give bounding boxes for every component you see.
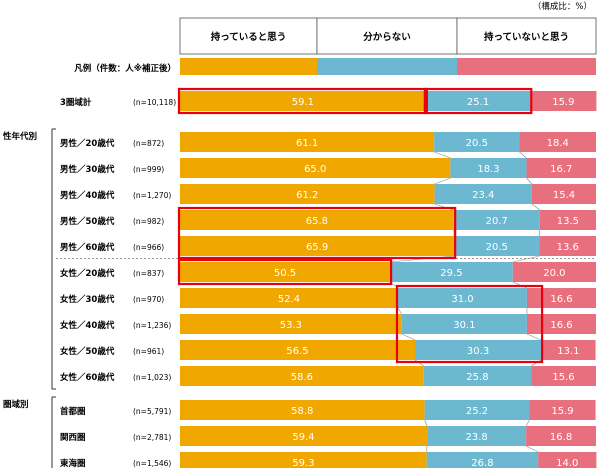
row-n-8: (n=970) xyxy=(133,295,164,304)
row-n-3: (n=999) xyxy=(133,165,164,174)
bar-value-r4-s1: 61.2 xyxy=(296,190,318,201)
legend-header-label-3: 持っていないと思う xyxy=(484,31,569,43)
bar-value-r2-s1: 61.1 xyxy=(296,138,318,149)
bar-value-r3-s2: 18.3 xyxy=(477,164,499,175)
bar-value-r2-s2: 20.5 xyxy=(466,138,488,149)
row-label-11: 女性／60歳代 xyxy=(60,372,115,383)
bar-value-r9-s2: 30.1 xyxy=(453,320,475,331)
bar-value-r6-s1: 65.9 xyxy=(306,242,328,253)
row-label-5: 男性／50歳代 xyxy=(60,216,115,227)
group-label-1: 性年代別 xyxy=(3,131,37,142)
connector-r12-b1 xyxy=(425,420,427,426)
bar-value-r1-s2: 25.1 xyxy=(467,97,489,108)
row-label-2: 男性／20歳代 xyxy=(60,138,115,149)
bar-value-r10-s3: 13.1 xyxy=(557,346,579,357)
bar-value-r4-s3: 15.4 xyxy=(553,190,575,201)
bar-value-r13-s2: 23.8 xyxy=(465,432,487,443)
row-label-7: 女性／20歳代 xyxy=(60,268,115,279)
bar-value-r5-s3: 13.5 xyxy=(557,216,579,227)
connector-r13-b2 xyxy=(526,446,538,452)
bar-value-r7-s1: 50.5 xyxy=(274,268,296,279)
bar-value-r13-s1: 59.4 xyxy=(292,432,314,443)
bar-value-r5-s2: 20.7 xyxy=(486,216,508,227)
row-n-5: (n=982) xyxy=(133,217,164,226)
row-n-10: (n=961) xyxy=(133,347,164,356)
bar-value-r3-s1: 65.0 xyxy=(304,164,326,175)
row-label-6: 男性／60歳代 xyxy=(60,242,115,253)
connector-r2-b2 xyxy=(519,152,526,158)
connector-r6-b2 xyxy=(513,256,540,262)
legend-swatch-3 xyxy=(457,58,596,75)
bar-value-r8-s1: 52.4 xyxy=(278,294,300,305)
connector-r2-b1 xyxy=(434,152,450,158)
row-label-13: 関西圏 xyxy=(60,432,86,443)
legend-header-label-2: 分からない xyxy=(363,31,411,43)
bar-value-r6-s3: 13.6 xyxy=(557,242,579,253)
row-n-14: (n=1,546) xyxy=(133,459,171,468)
connector-r12-b2 xyxy=(526,420,529,426)
legend-label: 凡例（件数：人※補正後） xyxy=(74,63,176,74)
row-n-12: (n=5,791) xyxy=(133,407,171,416)
bar-value-r13-s3: 16.8 xyxy=(550,432,572,443)
bar-value-r7-s3: 20.0 xyxy=(543,268,565,279)
bar-value-r12-s1: 58.8 xyxy=(291,406,313,417)
row-label-3: 男性／30歳代 xyxy=(60,164,115,175)
row-label-10: 女性／50歳代 xyxy=(60,346,115,357)
bar-value-r11-s2: 25.8 xyxy=(466,372,488,383)
row-n-13: (n=2,781) xyxy=(133,433,171,442)
row-n-11: (n=1,023) xyxy=(133,373,171,382)
bar-value-r4-s2: 23.4 xyxy=(472,190,494,201)
bar-value-r9-s1: 53.3 xyxy=(280,320,302,331)
bar-value-r3-s3: 16.7 xyxy=(550,164,572,175)
bar-value-r8-s3: 16.6 xyxy=(550,294,572,305)
connector-r3-b2 xyxy=(527,178,532,184)
bar-value-r7-s2: 29.5 xyxy=(440,268,462,279)
connector-r4-b2 xyxy=(532,204,540,210)
bar-value-r9-s3: 16.6 xyxy=(550,320,572,331)
bar-value-r14-s3: 14.0 xyxy=(556,458,578,468)
row-label-8: 女性／30歳代 xyxy=(60,294,115,305)
row-label-12: 首都圏 xyxy=(60,406,86,417)
row-n-6: (n=966) xyxy=(133,243,164,252)
legend-swatch-2 xyxy=(317,58,457,75)
legend-swatch-1 xyxy=(180,58,317,75)
row-label-9: 女性／40歳代 xyxy=(60,320,115,331)
bar-value-r5-s1: 65.8 xyxy=(306,216,328,227)
bar-value-r10-s1: 56.5 xyxy=(286,346,308,357)
legend-header-label-1: 持っていると思う xyxy=(211,31,287,43)
row-label-14: 東海圏 xyxy=(60,458,86,468)
row-n-1: (n=10,118) xyxy=(133,98,176,107)
bar-value-r6-s2: 20.5 xyxy=(486,242,508,253)
bar-value-r11-s3: 15.6 xyxy=(552,372,574,383)
row-label-4: 男性／40歳代 xyxy=(60,190,115,201)
connector-r8-b1 xyxy=(398,308,402,314)
bar-value-r8-s2: 31.0 xyxy=(451,294,473,305)
row-label-1: 3圏域計 xyxy=(60,97,92,108)
connector-r3-b1 xyxy=(435,178,451,184)
group-label-2: 圏域別 xyxy=(3,399,29,410)
unit-note: （構成比：%） xyxy=(533,1,592,12)
row-n-2: (n=872) xyxy=(133,139,164,148)
connector-r9-b1 xyxy=(402,334,415,340)
row-n-7: (n=837) xyxy=(133,269,164,278)
connector-r9-b2 xyxy=(527,334,541,340)
bar-value-r1-s3: 15.9 xyxy=(552,97,574,108)
row-n-4: (n=1,270) xyxy=(133,191,171,200)
bar-value-r14-s1: 59.3 xyxy=(292,458,314,468)
bar-value-r12-s2: 25.2 xyxy=(466,406,488,417)
bar-value-r11-s1: 58.6 xyxy=(291,372,313,383)
bar-value-r14-s2: 26.8 xyxy=(471,458,493,468)
bar-value-r12-s3: 15.9 xyxy=(551,406,573,417)
row-n-9: (n=1,236) xyxy=(133,321,171,330)
bar-value-r2-s3: 18.4 xyxy=(547,138,569,149)
bar-value-r1-s1: 59.1 xyxy=(292,97,314,108)
bar-value-r10-s2: 30.3 xyxy=(467,346,489,357)
